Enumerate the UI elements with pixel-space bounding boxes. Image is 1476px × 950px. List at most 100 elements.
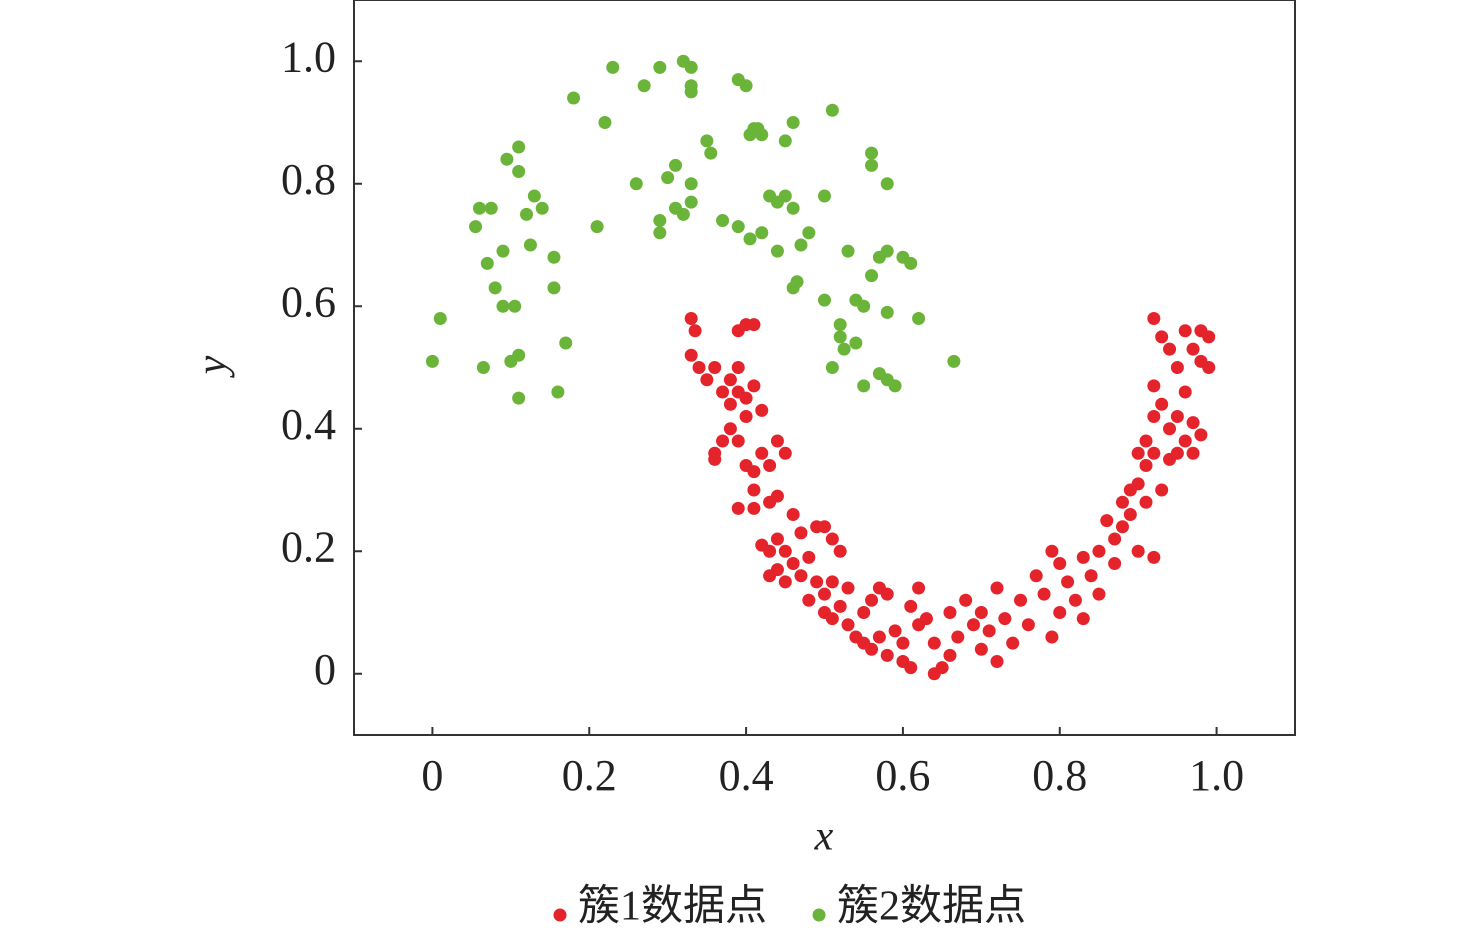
data-point (433, 312, 447, 325)
data-point (763, 459, 777, 472)
data-point (1084, 569, 1098, 583)
data-point (770, 532, 784, 546)
data-point (841, 244, 855, 258)
data-point (833, 318, 847, 332)
data-point (943, 648, 957, 662)
data-point (947, 354, 961, 368)
data-point (778, 446, 792, 460)
data-point (818, 189, 831, 203)
data-point (1131, 544, 1145, 558)
data-point (1147, 550, 1161, 564)
data-point (818, 587, 831, 601)
data-point (731, 361, 745, 374)
legend-label: 簇2数据点 (837, 883, 1026, 930)
data-point (1139, 459, 1153, 472)
data-point (1076, 612, 1090, 626)
data-point (731, 434, 745, 448)
legend-marker (553, 908, 567, 922)
data-point (425, 354, 439, 368)
data-point (692, 361, 706, 374)
data-point (880, 648, 894, 662)
data-point (786, 201, 800, 215)
data-point (896, 636, 910, 650)
legend-marker (812, 908, 826, 922)
data-point (794, 238, 808, 252)
data-point (496, 244, 510, 258)
data-point (1186, 446, 1200, 460)
data-point (1045, 544, 1059, 558)
data-point (1147, 379, 1161, 393)
data-point (904, 256, 918, 270)
data-point (1163, 342, 1177, 356)
data-point (1053, 557, 1067, 570)
data-point (1163, 422, 1177, 436)
data-point (1029, 569, 1043, 583)
data-point (990, 581, 1004, 595)
data-point (825, 361, 839, 374)
x-tick-label: 0.6 (875, 751, 930, 800)
data-point (880, 177, 894, 191)
data-point (1092, 587, 1106, 601)
data-point (1108, 557, 1122, 570)
data-point (653, 60, 667, 74)
data-point (512, 348, 526, 362)
x-tick-label: 0.8 (1032, 751, 1087, 800)
data-point (684, 312, 698, 325)
data-point (1061, 575, 1075, 589)
data-point (865, 642, 879, 656)
data-point (653, 226, 667, 240)
y-tick-label: 0.4 (281, 400, 336, 449)
data-point (770, 434, 784, 448)
data-point (598, 116, 612, 129)
data-point (818, 520, 831, 534)
x-axis-label: x (814, 814, 834, 860)
data-point (880, 244, 894, 258)
data-point (841, 618, 855, 632)
data-point (818, 293, 831, 307)
data-point (496, 299, 510, 313)
data-point (606, 60, 620, 74)
data-point (739, 79, 753, 93)
data-point (716, 214, 730, 227)
data-point (1123, 508, 1137, 521)
data-point (857, 379, 871, 393)
data-point (833, 599, 847, 613)
data-point (974, 606, 988, 619)
data-point (1186, 416, 1200, 430)
data-point (990, 655, 1004, 668)
data-point (849, 336, 863, 350)
data-point (590, 220, 604, 234)
data-point (865, 146, 879, 160)
data-point (951, 630, 965, 644)
data-point (825, 612, 839, 626)
data-point (888, 624, 902, 638)
data-point (1155, 397, 1169, 411)
data-point (547, 281, 561, 295)
data-point (778, 544, 792, 558)
data-point (1100, 514, 1114, 528)
data-point (794, 569, 808, 583)
y-tick-label: 0.8 (281, 155, 336, 204)
data-point (865, 269, 879, 283)
data-point (1076, 550, 1090, 564)
data-point (500, 152, 514, 166)
data-point (778, 134, 792, 148)
data-point (770, 489, 784, 503)
data-point (708, 361, 722, 374)
data-point (833, 330, 847, 344)
data-point (880, 305, 894, 319)
data-point (786, 557, 800, 570)
data-point (1037, 587, 1051, 601)
data-point (919, 612, 933, 626)
data-point (974, 642, 988, 656)
data-point (935, 661, 949, 675)
data-point (1068, 593, 1082, 607)
data-point (802, 550, 816, 564)
data-point (547, 250, 561, 264)
data-point (1115, 520, 1129, 534)
data-point (1155, 330, 1169, 344)
data-point (716, 385, 730, 399)
data-point (1021, 618, 1035, 632)
data-point (1178, 324, 1192, 338)
